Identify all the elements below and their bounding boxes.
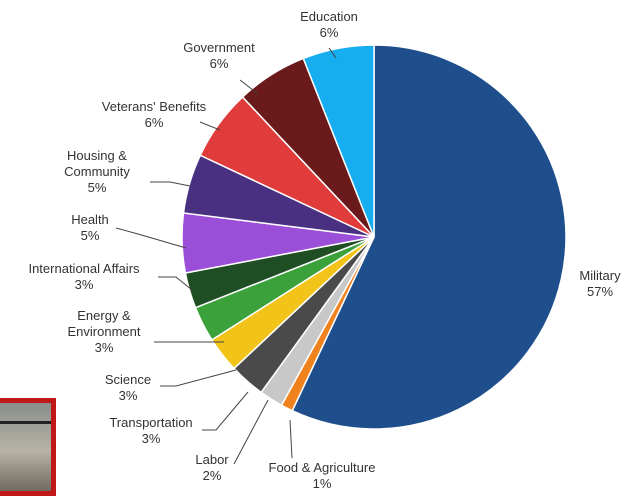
leader-line bbox=[158, 276, 193, 291]
slice-label: Housing & Community 5% bbox=[64, 148, 130, 195]
pie-slice bbox=[302, 44, 375, 238]
leader-line bbox=[115, 227, 187, 249]
slice-label: Transportation 3% bbox=[109, 415, 192, 446]
leader-line bbox=[239, 79, 259, 95]
leader-line bbox=[150, 181, 191, 187]
pie-slice bbox=[291, 44, 567, 430]
slice-label: Food & Agriculture 1% bbox=[269, 460, 376, 491]
leader-line bbox=[233, 399, 269, 465]
slice-label: Health 5% bbox=[71, 212, 109, 243]
slice-label: Education 6% bbox=[300, 9, 358, 40]
slice-label: Energy & Environment 3% bbox=[68, 308, 141, 355]
slice-label: Veterans' Benefits 6% bbox=[102, 99, 207, 130]
leader-line bbox=[199, 121, 221, 131]
slice-label: Government 6% bbox=[183, 40, 255, 71]
leader-line bbox=[160, 369, 237, 387]
leader-line bbox=[328, 47, 337, 59]
slice-label: Labor 2% bbox=[195, 452, 229, 483]
slice-label: Science 3% bbox=[105, 372, 151, 403]
leader-line bbox=[289, 419, 293, 459]
leader-line bbox=[202, 391, 249, 431]
photo-thumbnail-icon bbox=[0, 398, 56, 496]
slice-label: Military 57% bbox=[579, 268, 621, 299]
slice-label: International Affairs 3% bbox=[28, 261, 140, 292]
